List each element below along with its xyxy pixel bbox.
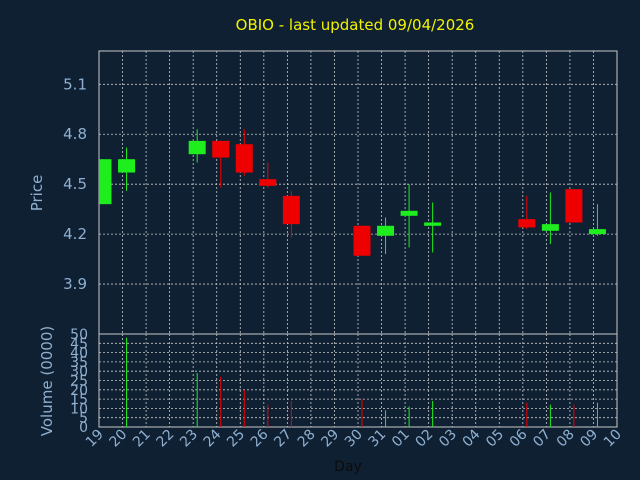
candle-down [565, 189, 583, 223]
volume-tick-label: 0 [79, 420, 88, 436]
volume-tick-label: 40 [70, 346, 88, 362]
candle-down [212, 140, 230, 158]
price-tick-label: 4.2 [63, 225, 87, 243]
volume-grid [98, 333, 618, 428]
x-tick-labels: 19 20 21 22 23 24 25 26 27 28 29 30 31 01 02 03 04 05 06 07… [83, 426, 625, 450]
volume-tick-label: 15 [70, 392, 88, 408]
price-tick-label: 3.9 [63, 275, 87, 293]
volume-tick-label: 30 [70, 364, 88, 380]
candle-up [541, 224, 559, 231]
candle-down [282, 195, 300, 225]
candle-up [99, 159, 112, 205]
candle-down [518, 219, 536, 228]
price-tick-labels: 3.9 4.2 4.5 4.8 5.1 [63, 75, 87, 293]
price-tick-label: 4.8 [63, 125, 87, 143]
price-panel: 3.9 4.2 4.5 4.8 5.1 [63, 50, 618, 335]
volume-tick-label: 25 [70, 374, 88, 390]
candles [99, 129, 606, 256]
chart-title: OBIO - last updated 09/04/2026 [236, 16, 475, 34]
volume-tick-label: 45 [70, 336, 88, 352]
candle-up [588, 229, 606, 235]
volume-tick-label: 50 [70, 327, 88, 343]
candle-up [424, 222, 442, 226]
candle-up [188, 140, 206, 155]
candle-down [353, 225, 371, 256]
volume-axis-label: Volume (0000) [38, 326, 56, 436]
volume-tick-label: 10 [70, 401, 88, 417]
x-axis-label: Day [334, 459, 362, 475]
candle-up [400, 210, 418, 216]
candle-up [118, 159, 136, 173]
price-tick-label: 5.1 [63, 75, 87, 93]
price-grid [98, 51, 618, 334]
volume-tick-label: 20 [70, 383, 88, 399]
volume-bars [126, 337, 598, 427]
volume-tick-label: 35 [70, 355, 88, 371]
candle-up [377, 225, 395, 236]
candle-down [235, 144, 253, 173]
volume-tick-label: 5 [79, 411, 88, 427]
candle-down [259, 179, 277, 186]
price-axis-label: Price [28, 175, 46, 212]
price-tick-label: 4.5 [63, 175, 87, 193]
